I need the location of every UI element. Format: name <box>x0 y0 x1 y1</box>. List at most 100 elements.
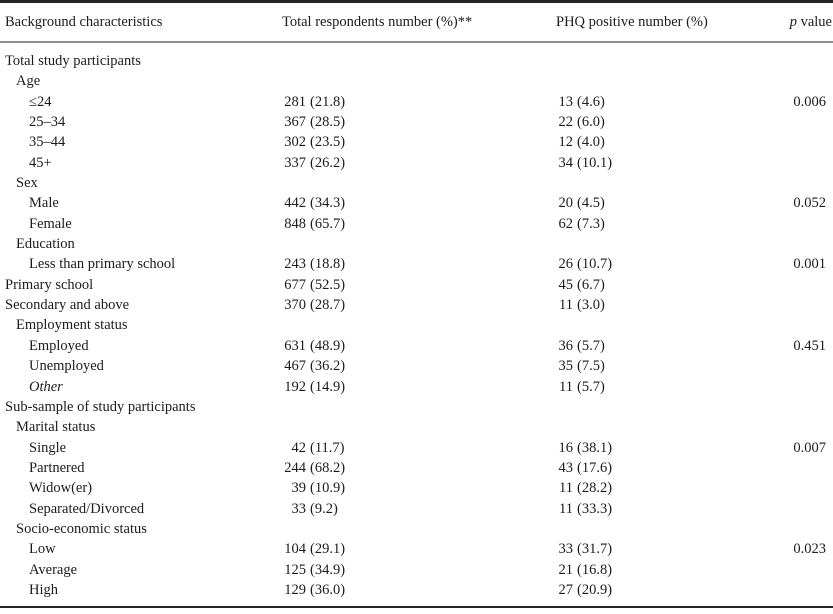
table-row: Partnered 244 (68.2) 43 (17.6) <box>0 458 833 478</box>
table-row: Widow(er) 39 (10.9) 11 (28.2) <box>0 478 833 498</box>
col-header-total-respondents: Total respondents number (%)** <box>282 14 473 30</box>
table-row: Other 192 (14.9) 11 (5.7) <box>0 377 833 397</box>
phq-positive-cell: 16 (38.1) <box>558 439 613 456</box>
total-respondents-cell: 243 (18.8) <box>284 256 346 273</box>
table-row: Employment status <box>0 315 833 335</box>
table-row: 35–44 302 (23.5) 12 (4.0) <box>0 132 833 152</box>
table-row: Male 442 (34.3) 20 (4.5) 0.052 <box>0 193 833 213</box>
row-label: Employed <box>29 337 89 354</box>
row-label: Secondary and above <box>5 297 130 314</box>
total-respondents-cell: 125 (34.9) <box>284 561 346 578</box>
phq-positive-cell: 11 (33.3) <box>559 500 613 517</box>
table-row: Age <box>0 71 833 91</box>
total-respondents-cell: 192 (14.9) <box>284 378 346 395</box>
p-value-header-rest: value <box>796 13 832 30</box>
table-row: Sub-sample of study participants <box>0 397 833 417</box>
phq-positive-cell: 11 (28.2) <box>559 480 613 497</box>
table-row: Female 848 (65.7) 62 (7.3) <box>0 214 833 234</box>
col-header-phq-positive: PHQ positive number (%) <box>556 14 708 30</box>
row-label: 45+ <box>29 154 52 171</box>
row-label: Sex <box>16 175 38 192</box>
phq-positive-cell: 35 (7.5) <box>558 358 605 375</box>
row-label: Separated/Divorced <box>29 500 145 517</box>
row-label: Employment status <box>16 317 128 334</box>
table-row: Sex <box>0 173 833 193</box>
total-respondents-cell: 370 (28.7) <box>284 297 346 314</box>
row-label: Partnered <box>29 459 85 476</box>
p-value-cell: 0.023 <box>793 541 826 558</box>
total-respondents-cell: 129 (36.0) <box>284 581 346 598</box>
row-label: Single <box>29 439 67 456</box>
table-row: Marital status <box>0 417 833 437</box>
table-row: Education <box>0 234 833 254</box>
row-label: Socio-economic status <box>16 520 147 537</box>
row-label: Male <box>29 195 59 212</box>
table-row: 25–34 367 (28.5) 22 (6.0) <box>0 112 833 132</box>
table-row: Single 42 (11.7) 16 (38.1) 0.007 <box>0 438 833 458</box>
phq-positive-cell: 27 (20.9) <box>558 581 613 598</box>
total-respondents-cell: 42 (11.7) <box>291 439 345 456</box>
total-respondents-cell: 302 (23.5) <box>284 134 346 151</box>
col-header-background-characteristics: Background characteristics <box>5 14 163 30</box>
row-label: 25–34 <box>29 114 66 131</box>
phq-positive-cell: 43 (17.6) <box>558 459 613 476</box>
row-label: Other <box>29 378 63 395</box>
p-value-cell: 0.007 <box>793 439 826 456</box>
table-row: Employed 631 (48.9) 36 (5.7) 0.451 <box>0 336 833 356</box>
total-respondents-cell: 848 (65.7) <box>284 215 346 232</box>
phq-positive-cell: 34 (10.1) <box>558 154 613 171</box>
table-row: Separated/Divorced 33 (9.2) 11 (33.3) <box>0 499 833 519</box>
table-header-row: Background characteristics Total respond… <box>0 3 833 43</box>
table-row: Total study participants <box>0 51 833 71</box>
total-respondents-cell: 39 (10.9) <box>291 480 346 497</box>
total-respondents-cell: 33 (9.2) <box>291 500 338 517</box>
table-row: 45+ 337 (26.2) 34 (10.1) <box>0 153 833 173</box>
table-row: ≤24 281 (21.8) 13 (4.6) 0.006 <box>0 92 833 112</box>
p-value-cell: 0.001 <box>793 256 826 273</box>
row-label: Less than primary school <box>29 256 176 273</box>
row-label: Education <box>16 236 75 253</box>
phq-positive-cell: 22 (6.0) <box>558 114 605 131</box>
table-row: Average 125 (34.9) 21 (16.8) <box>0 560 833 580</box>
row-label: ≤24 <box>29 93 52 110</box>
phq-positive-cell: 20 (4.5) <box>558 195 605 212</box>
row-label: Average <box>29 561 78 578</box>
row-label: Marital status <box>16 419 96 436</box>
total-respondents-cell: 631 (48.9) <box>284 337 346 354</box>
phq-positive-cell: 45 (6.7) <box>558 276 605 293</box>
phq-positive-cell: 36 (5.7) <box>558 337 605 354</box>
total-respondents-cell: 104 (29.1) <box>284 541 346 558</box>
table-row: High 129 (36.0) 27 (20.9) <box>0 580 833 600</box>
row-label: Sub-sample of study participants <box>5 398 196 415</box>
p-value-header-italic-p: p <box>789 13 797 30</box>
total-respondents-cell: 281 (21.8) <box>284 93 346 110</box>
table-row: Socio-economic status <box>0 519 833 539</box>
total-respondents-cell: 367 (28.5) <box>284 114 346 131</box>
total-respondents-cell: 467 (36.2) <box>284 358 346 375</box>
phq-positive-cell: 11 (5.7) <box>559 378 605 395</box>
phq-positive-cell: 11 (3.0) <box>559 297 605 314</box>
row-label: Primary school <box>5 276 94 293</box>
table-row: Secondary and above 370 (28.7) 11 (3.0) <box>0 295 833 315</box>
phq-positive-cell: 33 (31.7) <box>558 541 613 558</box>
total-respondents-cell: 442 (34.3) <box>284 195 346 212</box>
row-label: High <box>29 581 58 598</box>
table-row: Low 104 (29.1) 33 (31.7) 0.023 <box>0 539 833 559</box>
row-label: Female <box>29 215 72 232</box>
p-value-cell: 0.006 <box>793 93 826 110</box>
table-body: Total study participants Age ≤24 281 (21.8) 1… <box>0 43 833 606</box>
row-label: Low <box>29 541 56 558</box>
table-row: Unemployed 467 (36.2) 35 (7.5) <box>0 356 833 376</box>
table-row: Primary school 677 (52.5) 45 (6.7) <box>0 275 833 295</box>
row-label: Age <box>16 73 41 90</box>
table-row: Less than primary school 243 (18.8) 26 (10.7… <box>0 254 833 274</box>
row-label: Widow(er) <box>29 480 93 497</box>
row-label: Total study participants <box>5 53 141 69</box>
p-value-cell: 0.451 <box>793 337 826 354</box>
total-respondents-cell: 337 (26.2) <box>284 154 346 171</box>
phq-positive-cell: 62 (7.3) <box>558 215 605 232</box>
col-header-p-value: p value <box>746 14 833 31</box>
phq-positive-cell: 13 (4.6) <box>558 93 605 110</box>
